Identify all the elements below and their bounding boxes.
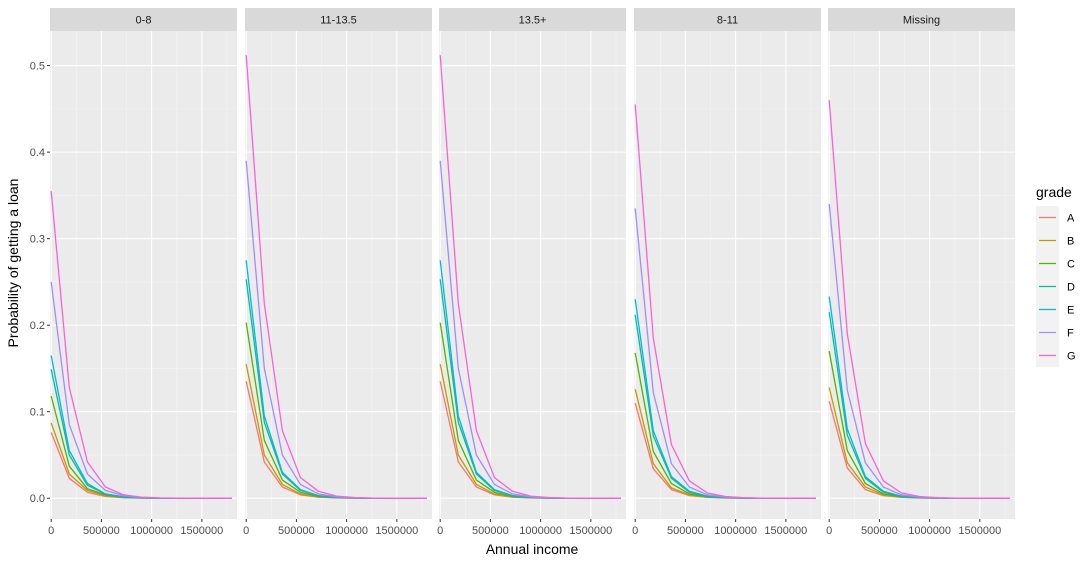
legend-title: grade	[1036, 184, 1072, 200]
y-tick-label: 0.3	[30, 234, 45, 246]
x-tick-label: 500000	[472, 525, 509, 537]
facet-strip	[828, 8, 1015, 31]
x-tick-label: 0	[632, 525, 638, 537]
legend-item: A	[1036, 206, 1075, 229]
x-tick-label: 0	[826, 525, 832, 537]
x-tick-label: 500000	[861, 525, 898, 537]
panel-background	[439, 31, 626, 519]
facet-panels: 0-8 0 500000 1000000 1500000 0.0 0.1 0.2 0.3 0.4 0…	[30, 8, 1015, 537]
x-tick-label: 1000000	[908, 525, 951, 537]
legend-label: A	[1067, 213, 1075, 225]
x-tick-label: 1500000	[958, 525, 1001, 537]
y-tick-label: 0.2	[30, 320, 45, 332]
x-tick-label: 0	[437, 525, 443, 537]
facet-strip-label: Missing	[903, 15, 940, 27]
facet-panel: 11-13.5 0 500000 1000000 1500000	[243, 8, 432, 537]
series-line-g	[245, 55, 427, 499]
x-tick-label: 1500000	[375, 525, 418, 537]
facet-panel: 13.5+ 0 500000 1000000 1500000	[437, 8, 626, 537]
panel-background	[828, 31, 1015, 519]
facet-strip-label: 0-8	[136, 15, 152, 27]
x-tick-label: 500000	[278, 525, 315, 537]
panel-background	[50, 31, 237, 519]
facet-panel: Missing 0 500000 1000000 1500000	[826, 8, 1015, 537]
legend-label: G	[1067, 351, 1076, 363]
y-tick-label: 0.0	[30, 493, 45, 505]
x-tick-label: 1500000	[180, 525, 223, 537]
x-tick-label: 0	[243, 525, 249, 537]
x-tick-label: 1000000	[325, 525, 368, 537]
y-tick-label: 0.1	[30, 407, 45, 419]
legend-item: F	[1036, 321, 1074, 344]
legend-label: D	[1067, 282, 1075, 294]
facet-strip-label: 8-11	[717, 15, 738, 27]
series-line-g	[828, 100, 1010, 499]
series-line-g	[634, 104, 816, 499]
legend-label: E	[1067, 305, 1074, 317]
legend-item: C	[1036, 252, 1075, 275]
facet-strip	[50, 8, 237, 31]
legend-item: E	[1036, 298, 1074, 321]
facet-strip	[634, 8, 821, 31]
x-tick-label: 1500000	[764, 525, 807, 537]
series-line-g	[50, 191, 232, 499]
x-tick-label: 0	[48, 525, 54, 537]
panel-background	[245, 31, 432, 519]
legend-item: G	[1036, 344, 1076, 367]
legend-label: B	[1067, 236, 1074, 248]
legend-item: B	[1036, 229, 1074, 252]
panel-background	[634, 31, 821, 519]
x-tick-label: 1000000	[714, 525, 757, 537]
y-tick-label: 0.5	[30, 61, 45, 73]
legend-item: D	[1036, 275, 1075, 298]
x-tick-label: 1000000	[519, 525, 562, 537]
facet-panel: 8-11 0 500000 1000000 1500000	[632, 8, 821, 537]
facet-strip-label: 13.5+	[519, 15, 547, 27]
x-axis-title: Annual income	[486, 541, 579, 557]
series-line-g	[439, 55, 621, 499]
x-tick-label: 1500000	[569, 525, 612, 537]
y-tick-label: 0.4	[30, 147, 45, 159]
legend-label: C	[1067, 259, 1075, 271]
facet-panel: 0-8 0 500000 1000000 1500000 0.0 0.1 0.2 0.3 0.4 0…	[30, 8, 237, 537]
x-tick-label: 500000	[667, 525, 704, 537]
facet-strip	[245, 8, 432, 31]
y-axis-title: Probability of getting a loan	[5, 179, 21, 348]
facet-strip-label: 11-13.5	[320, 15, 357, 27]
x-tick-label: 1000000	[130, 525, 173, 537]
x-tick-label: 500000	[83, 525, 120, 537]
facet-strip	[439, 8, 626, 31]
legend-label: F	[1067, 328, 1074, 340]
